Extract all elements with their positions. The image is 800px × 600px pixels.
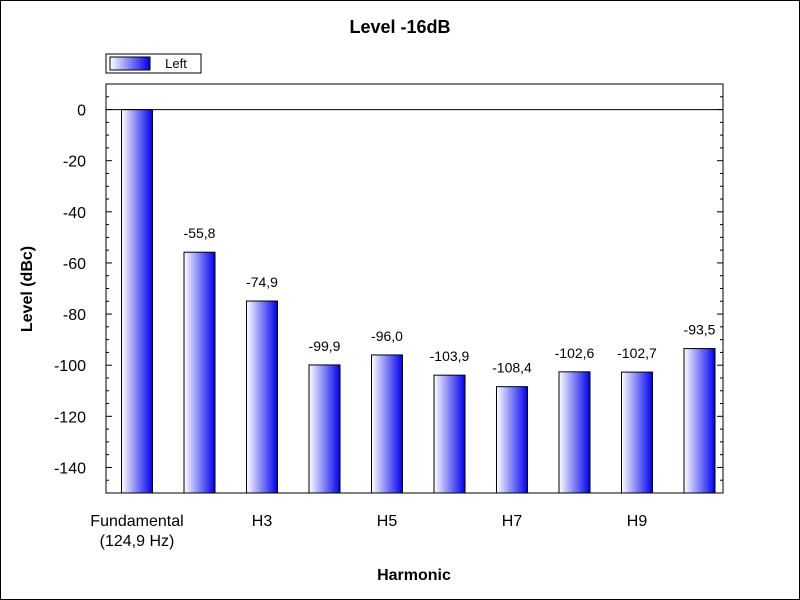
data-label: -99,9 [309,338,341,354]
data-label: -103,9 [430,348,470,364]
data-label: -108,4 [492,360,532,376]
y-tick-label: -120 [54,409,86,426]
x-tick-label: H9 [627,513,648,530]
bar [683,348,716,494]
bar [308,364,341,494]
chart-title: Level -16dB [349,17,450,37]
y-tick-label: -20 [63,154,86,171]
bar [433,374,466,494]
bar [121,109,153,494]
y-axis: 0 -20 -40 -60 -80 -100 -120 -140 [54,83,723,494]
data-label: -55,8 [184,225,216,241]
data-label: -96,0 [371,328,403,344]
x-tick-label: H5 [377,513,398,530]
legend-label-left: Left [165,56,187,71]
x-axis-title: Harmonic [377,567,451,584]
y-tick-label: -60 [63,256,86,273]
bar [558,371,591,494]
data-label: -102,7 [617,345,657,361]
data-labels: -55,8 -74,9 -99,9 -96,0 -103,9 -108,4 -102,6 -1… [184,225,716,375]
y-tick-label: -100 [54,358,86,375]
x-tick-label: H7 [502,513,523,530]
y-tick-label: -80 [63,307,86,324]
y-tick-label: 0 [77,103,86,120]
data-label: -74,9 [246,274,278,290]
legend: Left [105,53,202,74]
data-label: -102,6 [555,345,595,361]
x-tick-label: Fundamental [90,513,183,530]
x-tick-label: (124,9 Hz) [100,533,175,550]
y-tick-label: -40 [63,205,86,222]
bars [121,109,716,494]
bar [496,386,528,494]
x-tick-label: H3 [252,513,273,530]
y-axis-title: Level (dBc) [19,246,36,332]
bar [246,300,278,494]
legend-swatch [109,56,151,71]
data-label: -93,5 [684,322,716,338]
y-tick-label: -140 [54,460,86,477]
bar [183,251,216,494]
bar [621,371,653,494]
bar [371,354,403,494]
x-axis: Fundamental (124,9 Hz) H3 H5 H7 H9 [90,488,700,550]
